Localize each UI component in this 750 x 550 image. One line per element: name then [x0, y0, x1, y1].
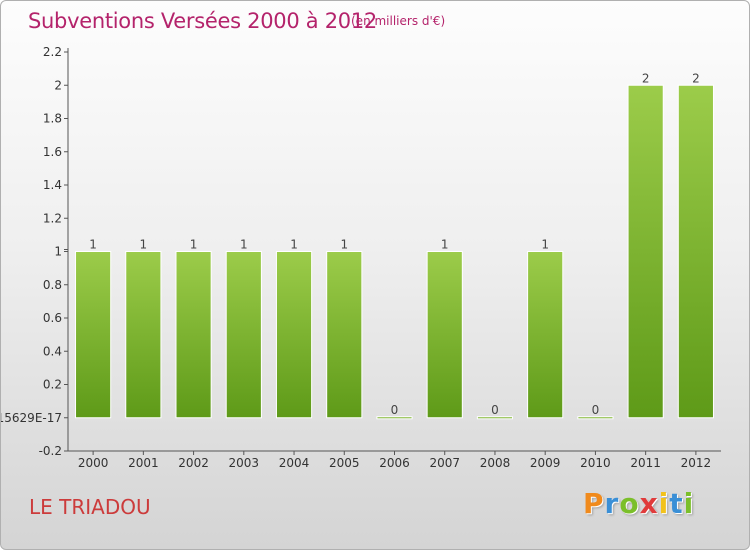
y-tick-label: 1.4	[43, 178, 62, 192]
bar	[75, 251, 112, 419]
y-tick-label: -1.15629E-17	[1, 411, 62, 425]
y-tick-label: 0.4	[43, 344, 62, 358]
logo-letter: t	[669, 487, 684, 520]
bar	[125, 251, 162, 419]
bar-data-label: 0	[592, 403, 600, 417]
bar-data-label: 1	[441, 238, 449, 252]
y-tick-label: 0.8	[43, 278, 62, 292]
x-tick-label: 2012	[681, 456, 712, 470]
x-tick-label: 2008	[480, 456, 511, 470]
bar	[225, 251, 262, 419]
bar	[677, 84, 714, 419]
x-tick-label: 2006	[379, 456, 410, 470]
x-tick-label: 2009	[530, 456, 561, 470]
y-tick-label: 2.2	[43, 45, 62, 59]
x-tick-label: 2011	[630, 456, 661, 470]
bar-data-label: 1	[190, 238, 198, 252]
x-tick-label: 2003	[229, 456, 260, 470]
bar	[275, 251, 313, 419]
logo-letter: P	[583, 487, 605, 520]
bar-data-label: 0	[391, 403, 399, 417]
x-tick-label: 2004	[279, 456, 310, 470]
logo-letter: x	[639, 487, 659, 520]
y-tick-label: 1.8	[43, 112, 62, 126]
bar-data-label: 1	[140, 238, 148, 252]
bar	[527, 251, 564, 419]
chart-subtitle: (en milliers d'€)	[351, 14, 446, 28]
y-tick-label: 0.2	[43, 378, 62, 392]
bar-data-label: 0	[491, 403, 499, 417]
logo-letter: i	[683, 487, 695, 520]
y-tick-label: 1.6	[43, 145, 62, 159]
logo-letter: o	[619, 487, 640, 520]
logo-letter: r	[604, 487, 620, 520]
bar-data-label: 1	[89, 238, 97, 252]
x-tick-label: 2007	[429, 456, 460, 470]
y-tick-label: 0.6	[43, 311, 62, 325]
bar	[426, 251, 463, 419]
bar	[175, 251, 212, 419]
x-tick-label: 2010	[580, 456, 611, 470]
y-tick-label: 1.2	[43, 211, 62, 225]
y-tick-label: 2	[54, 78, 62, 92]
bar-data-label: 1	[290, 238, 298, 252]
bar-data-label: 1	[541, 238, 549, 252]
bar-data-label: 1	[240, 238, 248, 252]
x-tick-label: 2001	[128, 456, 159, 470]
x-tick-label: 2000	[78, 456, 109, 470]
bar-data-label: 1	[340, 238, 348, 252]
x-tick-label: 2005	[329, 456, 360, 470]
bar-data-label: 2	[692, 71, 700, 85]
data-labels: 1 1 1 1 1 1 0 1 0 1 0 2 2	[89, 71, 699, 417]
bar	[476, 416, 514, 420]
commune-name: LE TRIADOU	[29, 495, 151, 519]
y-tick-label: -0.2	[39, 444, 62, 458]
bar-series	[75, 84, 714, 420]
logo-letter: i	[658, 487, 670, 520]
bar	[627, 84, 664, 419]
bar	[326, 251, 363, 419]
y-tick-label: 1	[54, 245, 62, 259]
bar	[376, 416, 413, 420]
bar	[577, 416, 614, 420]
bar-data-label: 2	[642, 71, 650, 85]
chart-title: Subventions Versées 2000 à 2012	[28, 9, 377, 33]
x-tick-label: 2002	[178, 456, 209, 470]
chart-axes: -0.2 -1.15629E-17 0.2 0.4 0.6 0.8 1 1.2 1.4 1.6 1.…	[1, 45, 721, 470]
proxiti-logo[interactable]: Proxiti	[583, 487, 694, 520]
